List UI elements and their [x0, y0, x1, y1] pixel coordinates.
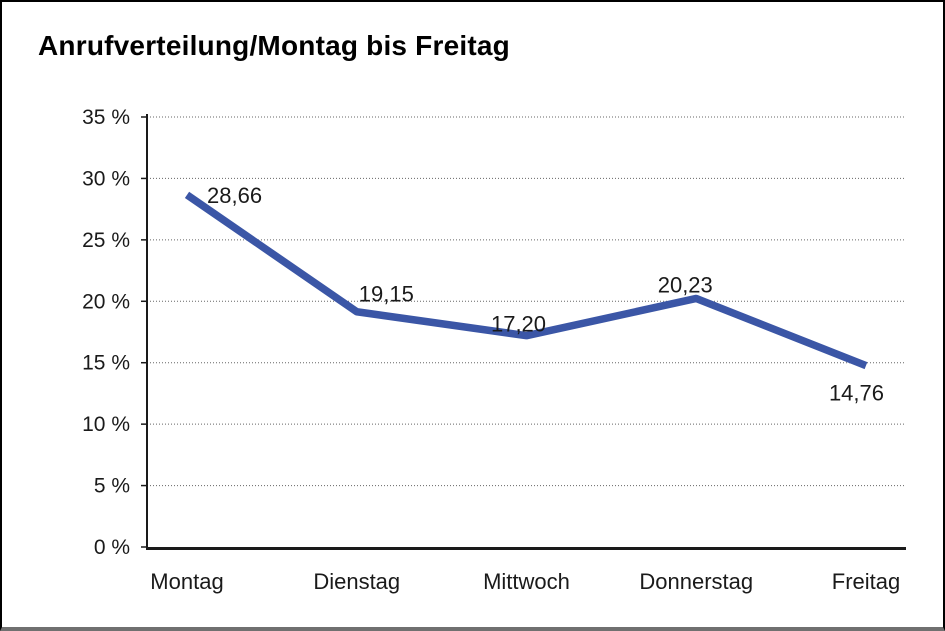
x-axis-label: Freitag — [832, 569, 900, 594]
y-axis-tick-label: 20 % — [82, 290, 130, 313]
x-axis-label: Mittwoch — [483, 569, 570, 594]
data-point-label: 19,15 — [359, 282, 414, 307]
chart-title: Anrufverteilung/Montag bis Freitag — [38, 30, 510, 61]
y-axis-tick-label: 5 % — [94, 475, 130, 498]
data-point-label: 28,66 — [207, 183, 262, 208]
data-series-line — [184, 191, 868, 370]
y-axis-tick-label: 15 % — [82, 352, 130, 375]
y-axis-tick-label: 30 % — [82, 167, 130, 190]
x-axis-label: Dienstag — [313, 569, 400, 594]
x-axis-label: Montag — [150, 569, 223, 594]
data-point-label: 20,23 — [658, 272, 713, 297]
y-axis-tick-label: 10 % — [82, 413, 130, 436]
x-axis-label: Donnerstag — [639, 569, 753, 594]
data-point-label: 17,20 — [491, 312, 546, 337]
y-axis-tick-label: 35 % — [82, 106, 130, 129]
data-point-label: 14,76 — [829, 381, 884, 406]
y-axis-tick-label: 0 % — [94, 536, 130, 559]
y-axis-tick-label: 25 % — [82, 229, 130, 252]
